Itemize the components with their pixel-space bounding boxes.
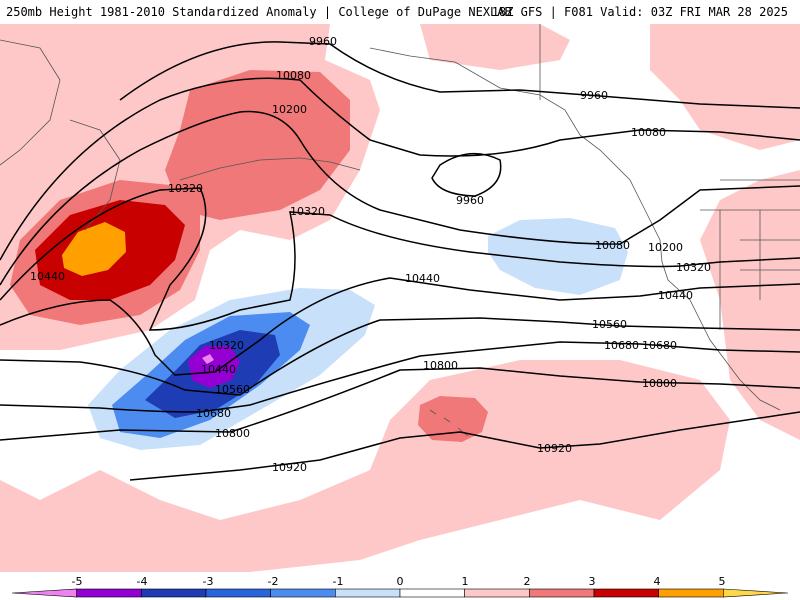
contour-label: 10320 — [676, 261, 711, 274]
contour-label: 10200 — [648, 241, 683, 254]
positive-anomaly-fill — [0, 24, 800, 572]
anomaly-region-plus1-east — [700, 170, 800, 440]
contour-9960 — [119, 41, 800, 109]
aleutian-islands — [179, 157, 361, 181]
contour-10200 — [0, 110, 800, 286]
colorbar-segment — [464, 588, 530, 598]
colorbar-segment — [141, 588, 207, 598]
contour-label: 10920 — [272, 461, 307, 474]
anomaly-map: 9960 9960 9960 10080 10080 10080 10200 1… — [0, 24, 800, 572]
contour-10080 — [0, 77, 800, 261]
anomaly-region-plus1-gulf — [420, 24, 570, 70]
colorbar-tick-label: -5 — [72, 575, 83, 588]
contour-label: 10560 — [215, 383, 250, 396]
anomaly-region-plus1-south — [0, 360, 730, 572]
contour-10320 — [0, 187, 800, 331]
map-title: 250mb Height 1981-2010 Standardized Anom… — [6, 5, 512, 19]
contour-label: 10320 — [290, 205, 325, 218]
height-contours — [0, 41, 800, 481]
colorbar-segment — [723, 588, 789, 598]
colorbar-segment — [270, 588, 336, 598]
model-run-info: 18Z GFS | F081 Valid: 03Z FRI MAR 28 202… — [491, 5, 788, 19]
contour-10440 — [0, 277, 800, 376]
contour-10680 — [0, 341, 800, 413]
anomaly-region-minus5 — [202, 354, 214, 364]
colorbar-segments — [11, 588, 789, 598]
west-coast-usa — [649, 219, 781, 411]
contour-label: 10320 — [209, 339, 244, 352]
contour-label: 9960 — [309, 35, 337, 48]
colorbar-segment — [399, 588, 465, 598]
contour-9960-closed — [431, 152, 502, 197]
colorbar-tick-label: 4 — [654, 575, 661, 588]
contour-label: 10800 — [423, 359, 458, 372]
colorbar-tick-label: 0 — [397, 575, 404, 588]
alaska-coast — [369, 47, 651, 221]
anomaly-region-plus1-northeast — [650, 24, 800, 150]
contour-label: 10920 — [537, 442, 572, 455]
colorbar-ticks: -5 -4 -3 -2 -1 0 1 2 3 4 5 — [72, 575, 726, 588]
colorbar-segment — [529, 588, 595, 598]
colorbar-segment — [658, 588, 724, 598]
coastlines — [0, 24, 800, 437]
contour-label: 10200 — [272, 103, 307, 116]
contour-label: 10560 — [592, 318, 627, 331]
contour-label: 10680 — [604, 339, 639, 352]
contour-label: 10320 — [168, 182, 203, 195]
us-state-lines — [719, 210, 800, 330]
map-header: 250mb Height 1981-2010 Standardized Anom… — [0, 0, 800, 24]
contour-label: 9960 — [580, 89, 608, 102]
colorbar-tick-label: -3 — [203, 575, 214, 588]
colorbar-segment — [335, 588, 401, 598]
contour-10920 — [129, 411, 800, 481]
contour-label: 10440 — [30, 270, 65, 283]
contour-label: 10080 — [595, 239, 630, 252]
colorbar-tick-label: 3 — [589, 575, 596, 588]
colorbar-segment — [593, 588, 659, 598]
contour-label: 10440 — [405, 272, 440, 285]
contour-10800 — [0, 367, 800, 441]
colorbar-segment — [205, 588, 271, 598]
anomaly-region-minus1-offshore — [488, 218, 628, 295]
contour-label: 9960 — [456, 194, 484, 207]
colorbar-tick-label: 1 — [462, 575, 469, 588]
contour-label: 10080 — [276, 69, 311, 82]
contour-label: 10680 — [196, 407, 231, 420]
contour-label: 10080 — [631, 126, 666, 139]
colorbar-tick-label: 5 — [719, 575, 726, 588]
asia-coast — [0, 39, 61, 166]
kamchatka — [69, 119, 121, 231]
anomaly-region-plus2-northwest — [165, 70, 350, 220]
canada-border — [539, 24, 800, 211]
contour-label: 10440 — [201, 363, 236, 376]
contour-label: 10680 — [642, 339, 677, 352]
colorbar: -5 -4 -3 -2 -1 0 1 2 3 4 5 — [0, 572, 800, 600]
contour-label: 10440 — [658, 289, 693, 302]
contour-label: 10800 — [215, 427, 250, 440]
contour-labels: 9960 9960 9960 10080 10080 10080 10200 1… — [30, 35, 711, 474]
colorbar-segment — [76, 588, 142, 598]
contour-label: 10800 — [642, 377, 677, 390]
colorbar-tick-label: -2 — [268, 575, 279, 588]
contour-10560 — [0, 317, 800, 396]
colorbar-tick-label: 2 — [524, 575, 531, 588]
anomaly-region-plus2-hawaii — [418, 396, 488, 442]
colorbar-tick-label: -1 — [333, 575, 344, 588]
anomaly-region-minus4 — [188, 346, 240, 388]
negative-anomaly-fill — [88, 218, 628, 450]
colorbar-tick-label: -4 — [137, 575, 148, 588]
anomaly-region-plus4 — [62, 222, 126, 276]
